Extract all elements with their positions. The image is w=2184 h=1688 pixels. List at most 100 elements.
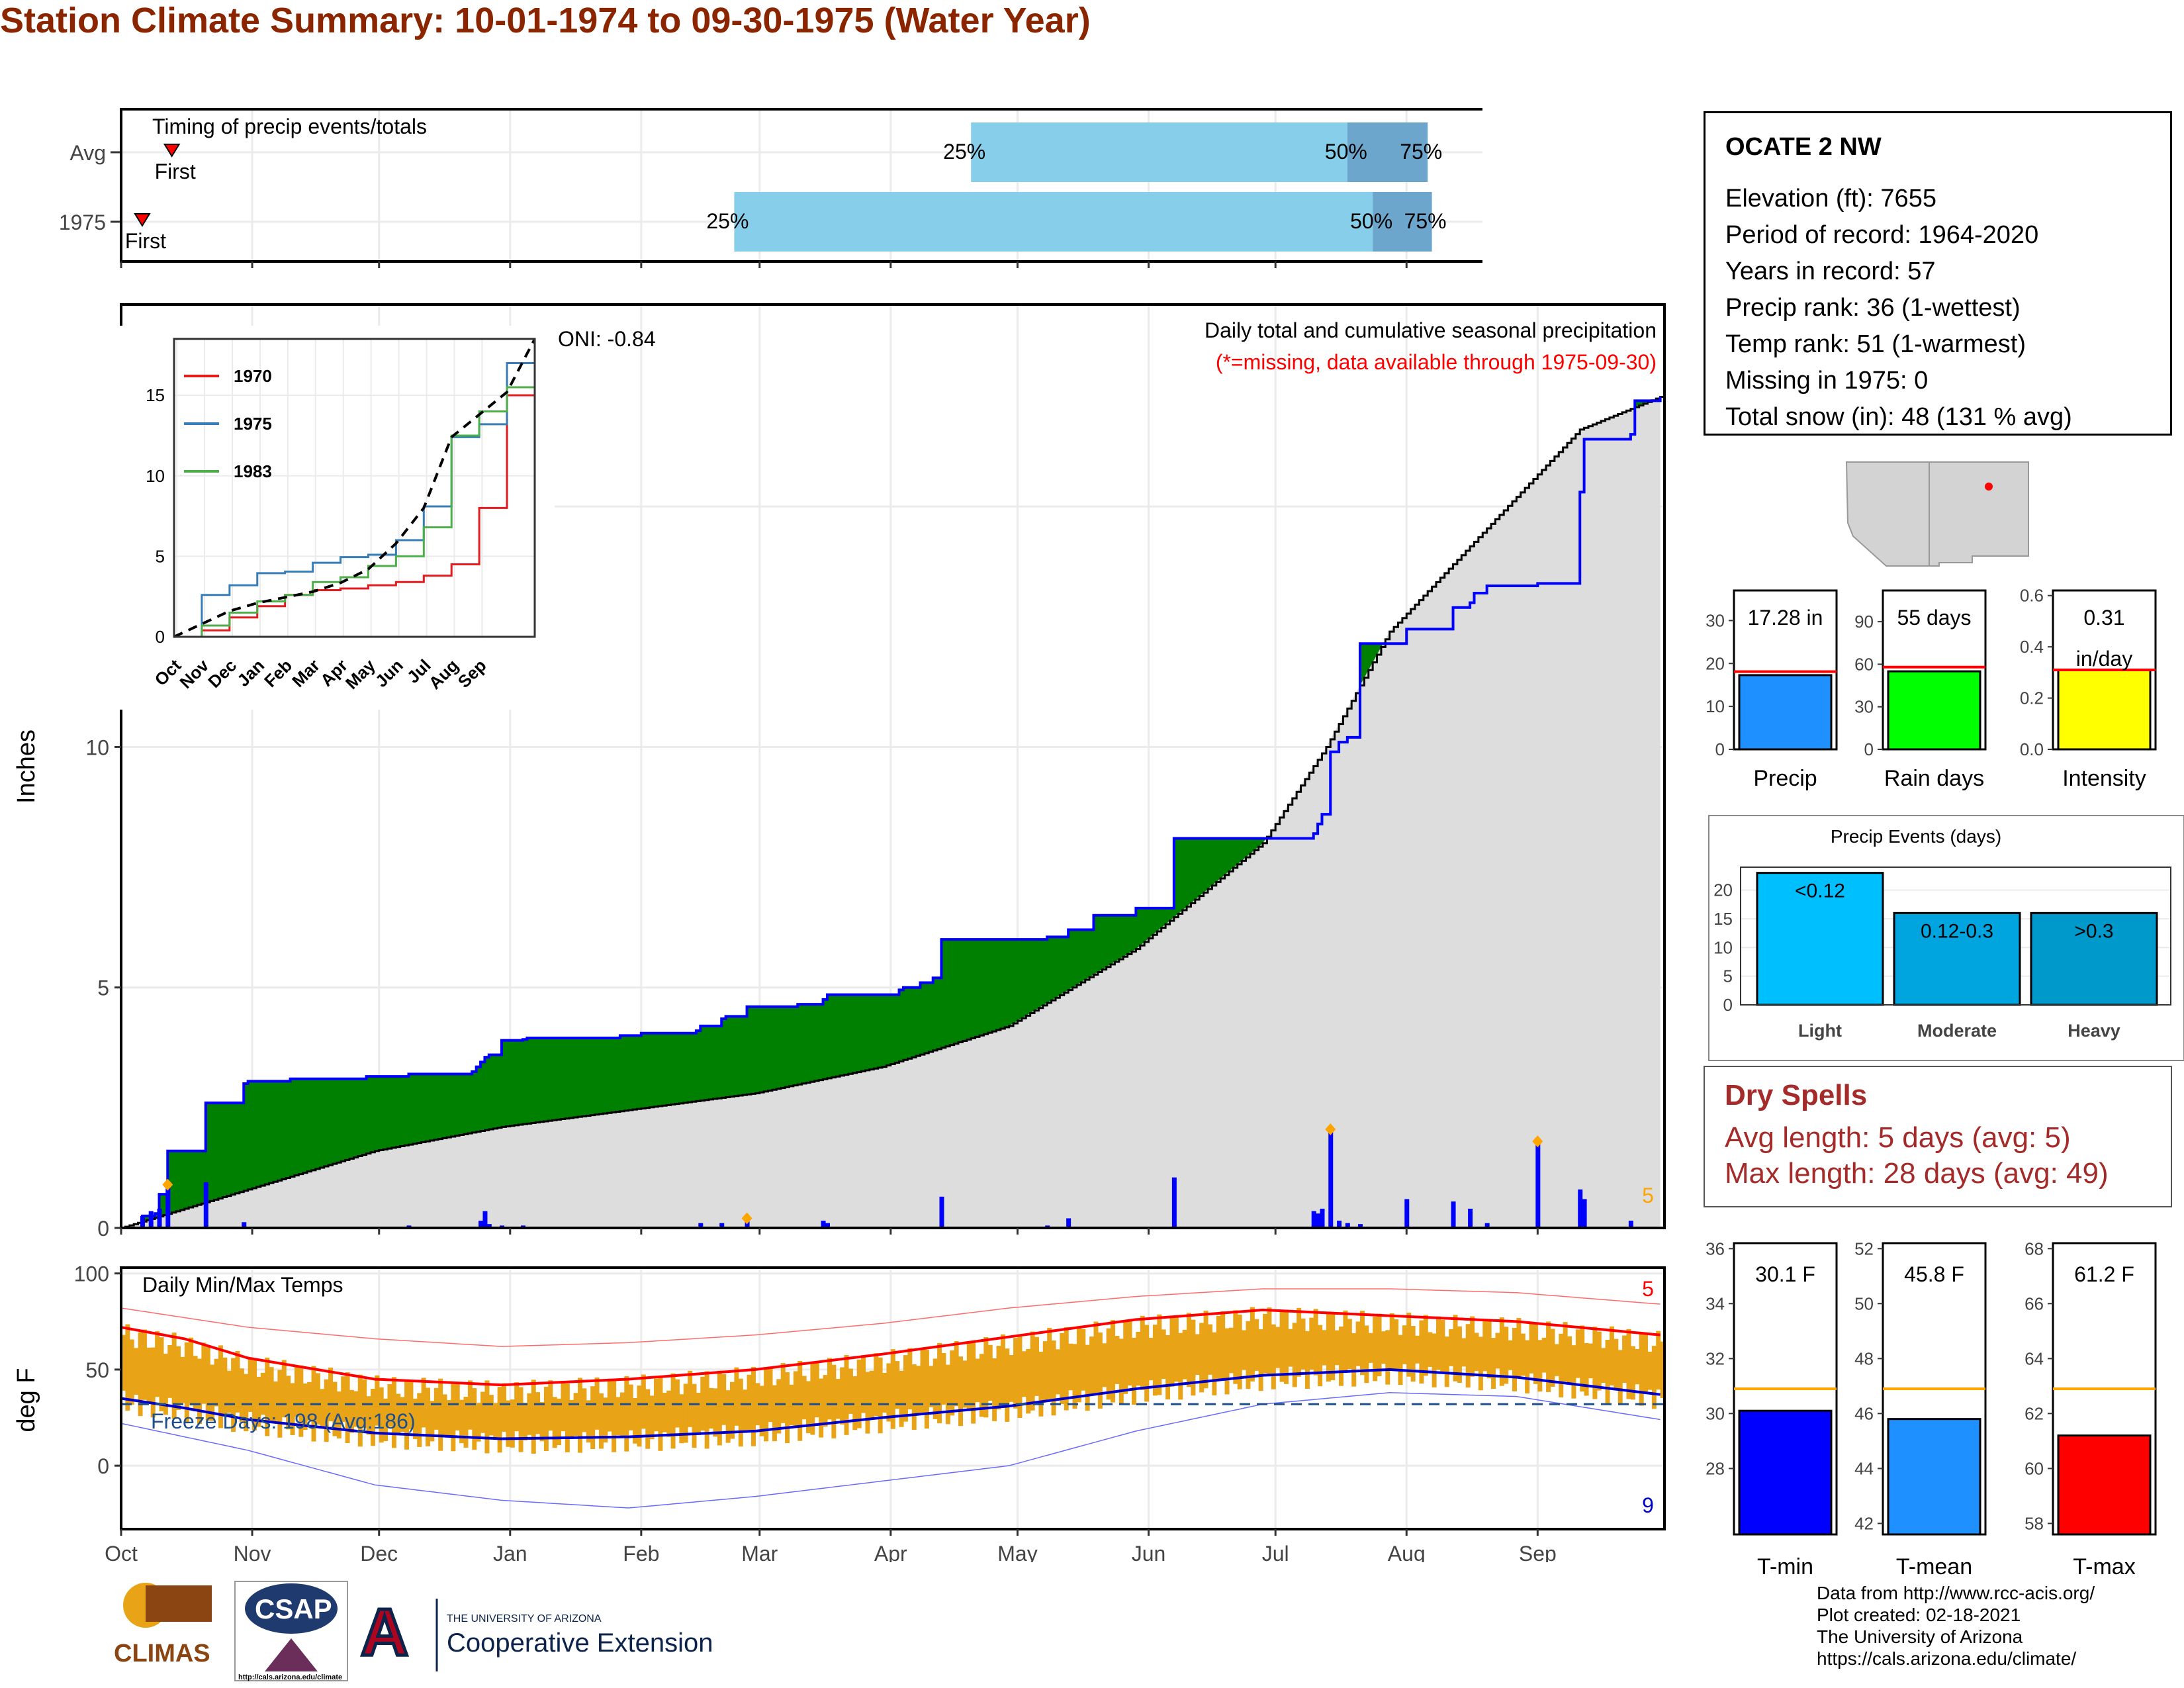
- extreme-precip-marker: [741, 1212, 752, 1225]
- month-label: May: [997, 1542, 1037, 1562]
- precip-anomaly-fill: [987, 939, 993, 1033]
- precip-anomaly-fill: [654, 1033, 659, 1107]
- daily-precip-bar: [1328, 1129, 1334, 1228]
- precip-cumulative-line: [121, 397, 1662, 1229]
- oni-label: ONI: -0.84: [558, 327, 656, 351]
- daily-temp-bar: [852, 1376, 858, 1430]
- summary-category-label: Rain days: [1884, 766, 1984, 791]
- precip-ytick-label: 0: [97, 1217, 109, 1241]
- daily-temp-bar: [535, 1392, 541, 1434]
- precip-anomaly-fill: [328, 1078, 334, 1166]
- precip-anomaly-fill: [1005, 939, 1010, 1027]
- precip-anomaly-fill: [590, 1038, 596, 1115]
- summary-bar-rain-days: [1887, 670, 1981, 751]
- daily-temp-bar: [366, 1396, 371, 1435]
- daily-temp-bar: [633, 1397, 638, 1444]
- timing-chart: 25%50%75%FirstLastAvg25%50%75%FirstLast1…: [59, 108, 1482, 268]
- precip-events-ytick-label: 5: [1723, 966, 1733, 986]
- precip-anomaly-fill: [239, 1103, 245, 1192]
- precip-anomaly-fill: [320, 1078, 325, 1168]
- precip-anomaly-fill: [176, 1150, 181, 1211]
- daily-temp-bar: [370, 1388, 375, 1446]
- summary-ytick-label: 60: [2025, 1458, 2044, 1478]
- precip-anomaly-fill: [743, 1016, 748, 1096]
- daily-temp-bar: [1339, 1326, 1344, 1386]
- daily-temp-bar: [315, 1373, 320, 1425]
- precip-anomaly-fill: [383, 1076, 388, 1150]
- daily-temp-bar: [920, 1348, 925, 1414]
- daily-temp-bar: [1191, 1319, 1196, 1396]
- precip-events-ytick-label: 20: [1713, 880, 1733, 900]
- daily-precip-bar: [1535, 1141, 1541, 1228]
- daily-temp-bar: [349, 1389, 354, 1433]
- daily-temp-bar: [1228, 1327, 1234, 1374]
- precip-anomaly-fill: [1242, 838, 1247, 861]
- precip-anomaly-fill: [780, 1006, 786, 1088]
- summary-value-label: 17.28 in: [1748, 606, 1823, 630]
- daily-temp-bar: [1064, 1327, 1069, 1411]
- daily-temp-bar: [138, 1332, 143, 1417]
- precip-anomaly-fill: [692, 1033, 697, 1102]
- daily-temp-bar: [1453, 1315, 1458, 1382]
- daily-temp-bar: [328, 1367, 334, 1422]
- daily-temp-bar: [941, 1352, 946, 1405]
- timing-p25-label: 25%: [943, 140, 985, 164]
- precip-anomaly-fill: [379, 1076, 384, 1150]
- daily-temp-bar: [1584, 1343, 1589, 1396]
- precip-anomaly-fill: [307, 1078, 312, 1172]
- precip-anomaly-fill: [903, 987, 909, 1060]
- daily-temp-bar: [480, 1391, 486, 1433]
- precip-anomaly-fill: [865, 994, 870, 1070]
- precip-anomaly-fill: [1220, 838, 1226, 879]
- daily-temp-bar: [954, 1340, 959, 1407]
- daily-temp-bar: [531, 1380, 536, 1454]
- precip-anomaly-fill: [1013, 939, 1019, 1023]
- climas-logo-text: CLIMAS: [114, 1640, 210, 1667]
- precip-anomaly-fill: [633, 1035, 638, 1110]
- precip-anomaly-fill: [755, 1006, 760, 1094]
- daily-precip-bar: [203, 1182, 208, 1228]
- daily-precip-bar: [1357, 1224, 1363, 1228]
- precip-anomaly-fill: [670, 1033, 676, 1105]
- month-label: Apr: [874, 1542, 907, 1562]
- daily-temp-bar: [1157, 1314, 1162, 1395]
- daily-temp-bar: [1169, 1317, 1175, 1387]
- precip-anomaly-fill: [945, 939, 951, 1047]
- daily-temp-bar: [1559, 1333, 1564, 1397]
- daily-temp-bar: [1410, 1326, 1416, 1382]
- daily-temp-bar: [484, 1380, 490, 1454]
- daily-temp-bar: [743, 1389, 748, 1432]
- daily-temp-bar: [1508, 1340, 1513, 1370]
- summary-category-label: T-max: [2073, 1554, 2135, 1579]
- extreme-precip-marker: [162, 1178, 173, 1191]
- daily-temp-bar: [404, 1380, 410, 1450]
- precip-events-bar-label: 0.12-0.3: [1921, 920, 1993, 942]
- timing-row-label: 1975: [59, 211, 106, 234]
- precip-anomaly-fill: [1212, 838, 1217, 886]
- precip-anomaly-fill: [1635, 400, 1640, 408]
- precip-anomaly-fill: [265, 1081, 270, 1185]
- daily-temp-bar: [1085, 1344, 1090, 1411]
- daily-temp-bar: [810, 1364, 815, 1435]
- credit-university: The University of Arizona: [1817, 1626, 2023, 1647]
- precip-anomaly-fill: [1089, 929, 1095, 978]
- credit-url: https://cals.arizona.edu/climate/: [1817, 1648, 2077, 1669]
- precip-anomaly-fill: [1131, 915, 1137, 952]
- precip-anomaly-fill: [819, 1004, 824, 1080]
- precip-anomaly-fill: [683, 1033, 688, 1103]
- precip-anomaly-fill: [362, 1078, 367, 1155]
- precip-anomaly-fill: [920, 982, 925, 1055]
- summary-ytick-label: 0.2: [2020, 688, 2044, 708]
- timing-first-label: First: [155, 160, 196, 183]
- precip-anomaly-fill: [463, 1074, 469, 1135]
- precip-anomaly-fill: [231, 1103, 236, 1195]
- summary-ytick-label: 0: [1715, 739, 1725, 759]
- precip-anomaly-fill: [1115, 915, 1120, 962]
- precip-anomaly-fill: [1102, 915, 1107, 970]
- daily-temp-bar: [298, 1365, 304, 1437]
- daily-temp-bar: [1359, 1310, 1365, 1376]
- precip-anomaly-fill: [954, 939, 959, 1044]
- precip-anomaly-fill: [806, 1004, 811, 1083]
- daily-temp-bar: [1051, 1340, 1056, 1416]
- daily-temp-bar: [1212, 1332, 1217, 1395]
